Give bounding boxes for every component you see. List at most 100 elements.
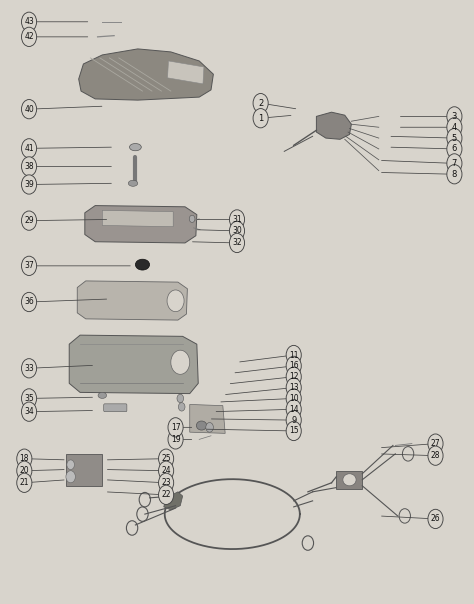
Circle shape bbox=[428, 446, 443, 465]
Text: 8: 8 bbox=[452, 170, 457, 179]
Text: 16: 16 bbox=[289, 361, 299, 370]
Circle shape bbox=[286, 367, 301, 387]
Circle shape bbox=[428, 434, 443, 453]
Polygon shape bbox=[79, 49, 213, 100]
Text: 22: 22 bbox=[161, 490, 171, 500]
Circle shape bbox=[21, 292, 36, 312]
Circle shape bbox=[171, 350, 190, 374]
Polygon shape bbox=[317, 112, 351, 140]
Text: 1: 1 bbox=[258, 114, 263, 123]
Text: 33: 33 bbox=[24, 364, 34, 373]
Circle shape bbox=[229, 221, 245, 240]
Circle shape bbox=[447, 129, 462, 148]
Polygon shape bbox=[66, 454, 102, 486]
Circle shape bbox=[168, 418, 183, 437]
Text: 13: 13 bbox=[289, 383, 299, 392]
Text: 14: 14 bbox=[289, 405, 299, 414]
Circle shape bbox=[158, 485, 173, 504]
Text: 6: 6 bbox=[452, 144, 457, 153]
Text: 41: 41 bbox=[24, 144, 34, 153]
Circle shape bbox=[67, 460, 74, 469]
Text: 2: 2 bbox=[258, 98, 263, 108]
Text: 43: 43 bbox=[24, 18, 34, 27]
Circle shape bbox=[21, 211, 36, 230]
Polygon shape bbox=[77, 281, 187, 320]
Polygon shape bbox=[190, 405, 225, 433]
Polygon shape bbox=[102, 210, 173, 226]
Text: 18: 18 bbox=[19, 454, 29, 463]
Text: 24: 24 bbox=[161, 466, 171, 475]
Text: 9: 9 bbox=[291, 416, 296, 425]
Circle shape bbox=[21, 100, 36, 119]
Circle shape bbox=[17, 473, 32, 492]
Circle shape bbox=[21, 402, 36, 422]
Polygon shape bbox=[164, 492, 182, 510]
Text: 38: 38 bbox=[24, 162, 34, 171]
Circle shape bbox=[21, 389, 36, 408]
Circle shape bbox=[447, 140, 462, 159]
Text: 10: 10 bbox=[289, 394, 299, 403]
Circle shape bbox=[21, 139, 36, 158]
Circle shape bbox=[167, 290, 184, 312]
Text: 5: 5 bbox=[452, 133, 457, 143]
Circle shape bbox=[286, 378, 301, 397]
Circle shape bbox=[447, 165, 462, 184]
Circle shape bbox=[253, 109, 268, 128]
Circle shape bbox=[447, 154, 462, 173]
Polygon shape bbox=[336, 471, 362, 489]
Text: 30: 30 bbox=[232, 226, 242, 236]
Text: 32: 32 bbox=[232, 239, 242, 248]
Circle shape bbox=[286, 422, 301, 440]
Text: 35: 35 bbox=[24, 394, 34, 403]
Text: 40: 40 bbox=[24, 104, 34, 114]
Circle shape bbox=[286, 411, 301, 430]
Circle shape bbox=[168, 430, 183, 449]
Text: 4: 4 bbox=[452, 123, 457, 132]
Ellipse shape bbox=[343, 474, 356, 486]
Circle shape bbox=[177, 394, 183, 403]
Circle shape bbox=[189, 215, 195, 222]
Circle shape bbox=[286, 389, 301, 408]
Text: 28: 28 bbox=[431, 451, 440, 460]
Circle shape bbox=[229, 233, 245, 252]
Text: 26: 26 bbox=[431, 515, 440, 524]
Text: 36: 36 bbox=[24, 298, 34, 306]
Text: 19: 19 bbox=[171, 435, 181, 444]
Circle shape bbox=[229, 210, 245, 229]
Circle shape bbox=[286, 356, 301, 376]
FancyBboxPatch shape bbox=[104, 404, 127, 412]
Text: 7: 7 bbox=[452, 159, 457, 168]
Circle shape bbox=[17, 449, 32, 468]
Polygon shape bbox=[85, 205, 197, 243]
Circle shape bbox=[21, 359, 36, 378]
Circle shape bbox=[21, 175, 36, 194]
Ellipse shape bbox=[196, 421, 207, 430]
Text: 27: 27 bbox=[431, 439, 440, 448]
Circle shape bbox=[66, 471, 75, 483]
Circle shape bbox=[158, 449, 173, 468]
Polygon shape bbox=[167, 61, 204, 84]
Circle shape bbox=[158, 461, 173, 480]
Ellipse shape bbox=[98, 393, 107, 399]
Text: 21: 21 bbox=[19, 478, 29, 487]
Text: 34: 34 bbox=[24, 407, 34, 416]
Text: 29: 29 bbox=[24, 216, 34, 225]
Text: 17: 17 bbox=[171, 423, 181, 432]
Circle shape bbox=[158, 473, 173, 492]
Circle shape bbox=[428, 509, 443, 528]
Circle shape bbox=[21, 157, 36, 176]
Text: 37: 37 bbox=[24, 262, 34, 271]
Ellipse shape bbox=[128, 180, 138, 186]
Text: 31: 31 bbox=[232, 215, 242, 224]
Circle shape bbox=[21, 12, 36, 31]
Text: 23: 23 bbox=[161, 478, 171, 487]
Circle shape bbox=[286, 345, 301, 365]
Circle shape bbox=[17, 461, 32, 480]
Text: 15: 15 bbox=[289, 426, 299, 435]
Circle shape bbox=[206, 423, 213, 432]
Text: 12: 12 bbox=[289, 372, 299, 381]
Circle shape bbox=[447, 118, 462, 137]
Ellipse shape bbox=[129, 144, 141, 151]
Text: 39: 39 bbox=[24, 180, 34, 189]
Text: 20: 20 bbox=[19, 466, 29, 475]
